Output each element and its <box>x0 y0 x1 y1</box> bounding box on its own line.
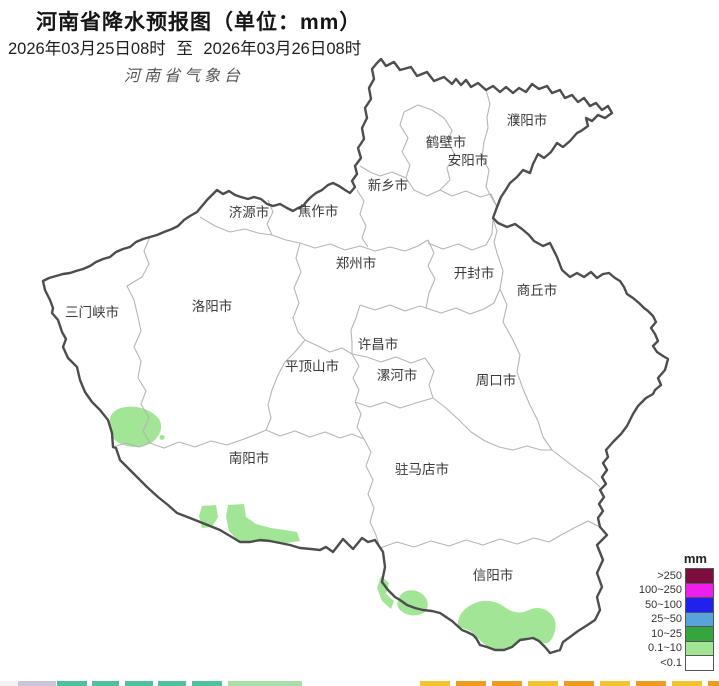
legend-unit-label: mm <box>683 551 707 566</box>
legend-row-label: 100~250 <box>638 584 682 597</box>
city-label: 信阳市 <box>473 567 514 583</box>
city-boundary <box>427 218 494 251</box>
legend-row-label: 25~50 <box>651 613 682 626</box>
city-label: 焦作市 <box>298 203 339 219</box>
city-boundary <box>379 520 601 549</box>
city-label: 许昌市 <box>358 336 399 352</box>
legend-row-label: 10~25 <box>651 627 682 640</box>
city-label: 驻马店市 <box>395 461 449 477</box>
city-label: 济源市 <box>229 204 270 220</box>
strip-segment <box>528 681 558 686</box>
city-boundary <box>363 438 381 549</box>
precipitation-legend: mm >250 100~250 50~100 25~50 10~25 0.1~10 <0.1 <box>604 551 714 671</box>
city-label: 郑州市 <box>336 255 377 271</box>
city-boundary <box>350 304 361 354</box>
city-boundary <box>356 189 369 248</box>
forecast-date-range: 2026年03月25日08时 至 2026年03月26日08时 <box>8 40 362 58</box>
strip-segment <box>57 681 87 686</box>
strip-segment <box>158 681 186 686</box>
legend-row: 25~50 <box>604 611 714 627</box>
city-boundary <box>199 216 273 236</box>
legend-row: >250 <box>604 568 714 584</box>
city-label: 濮阳市 <box>507 112 548 128</box>
legend-row: 100~250 <box>604 582 714 598</box>
legend-rows: >250 100~250 50~100 25~50 10~25 0.1~10 <0.1 <box>604 568 714 671</box>
legend-color-swatch <box>685 597 714 613</box>
city-boundary <box>424 357 435 399</box>
city-boundary <box>265 339 306 431</box>
city-boundary <box>481 89 498 208</box>
strip-segment <box>492 681 522 686</box>
strip-segment <box>0 681 18 686</box>
strip-segment <box>92 681 119 686</box>
city-boundary <box>354 397 434 409</box>
strip-segment <box>672 681 702 686</box>
city-boundary <box>492 218 498 254</box>
legend-row: 0.1~10 <box>604 640 714 656</box>
legend-color-swatch <box>685 655 714 671</box>
city-boundary <box>439 189 498 208</box>
city-boundary <box>359 304 427 312</box>
city-boundary <box>425 239 436 309</box>
city-boundary <box>354 401 365 440</box>
city-label: 新乡市 <box>368 177 409 193</box>
strip-segment <box>420 681 450 686</box>
strip-segment <box>564 681 594 686</box>
legend-color-swatch <box>685 640 714 656</box>
city-boundary <box>351 353 426 364</box>
city-boundary <box>399 104 456 197</box>
rain-patch <box>377 576 394 609</box>
province-fill <box>43 59 668 653</box>
rain-patch <box>159 435 165 440</box>
city-boundary <box>265 429 365 440</box>
city-label: 洛阳市 <box>192 298 233 314</box>
agency-signature: 河南省气象台 <box>124 68 245 85</box>
city-label: 周口市 <box>476 372 517 388</box>
strip-segment <box>600 681 630 686</box>
strip-segment <box>228 681 302 686</box>
city-boundary <box>359 165 407 179</box>
city-boundary <box>292 242 306 341</box>
legend-row: 50~100 <box>604 597 714 613</box>
city-boundary <box>112 429 267 449</box>
legend-color-swatch <box>685 568 714 584</box>
city-boundary <box>126 236 151 444</box>
rain-patch <box>226 504 300 543</box>
strip-segment <box>708 681 719 686</box>
city-label: 鹤壁市 <box>426 134 467 150</box>
city-boundary <box>304 339 353 355</box>
bottom-cropped-strip <box>0 681 719 686</box>
strip-segment <box>636 681 666 686</box>
legend-color-swatch <box>685 582 714 598</box>
page-title: 河南省降水预报图（单位：mm） <box>36 11 362 34</box>
legend-color-swatch <box>685 611 714 627</box>
city-label: 三门峡市 <box>65 304 119 320</box>
city-boundary <box>432 397 552 451</box>
city-boundary <box>425 288 501 315</box>
city-label: 平顶山市 <box>285 358 339 374</box>
city-label: 漯河市 <box>377 367 418 383</box>
legend-row: 10~25 <box>604 626 714 642</box>
city-boundary <box>351 353 360 403</box>
strip-segment <box>456 681 486 686</box>
strip-segment <box>18 681 56 686</box>
city-boundary <box>271 234 429 252</box>
province-boundary <box>41 57 670 655</box>
legend-row: <0.1 <box>604 655 714 671</box>
legend-row-label: <0.1 <box>660 656 682 669</box>
strip-segment <box>125 681 153 686</box>
legend-row-label: >250 <box>657 569 682 582</box>
city-label: 开封市 <box>454 265 495 281</box>
city-label: 南阳市 <box>229 450 270 466</box>
city-label: 商丘市 <box>517 282 558 298</box>
legend-color-swatch <box>685 626 714 642</box>
legend-row-label: 0.1~10 <box>648 642 682 655</box>
strip-segment <box>192 681 222 686</box>
legend-row-label: 50~100 <box>644 598 682 611</box>
city-label: 安阳市 <box>448 152 489 168</box>
city-boundary <box>551 449 601 488</box>
